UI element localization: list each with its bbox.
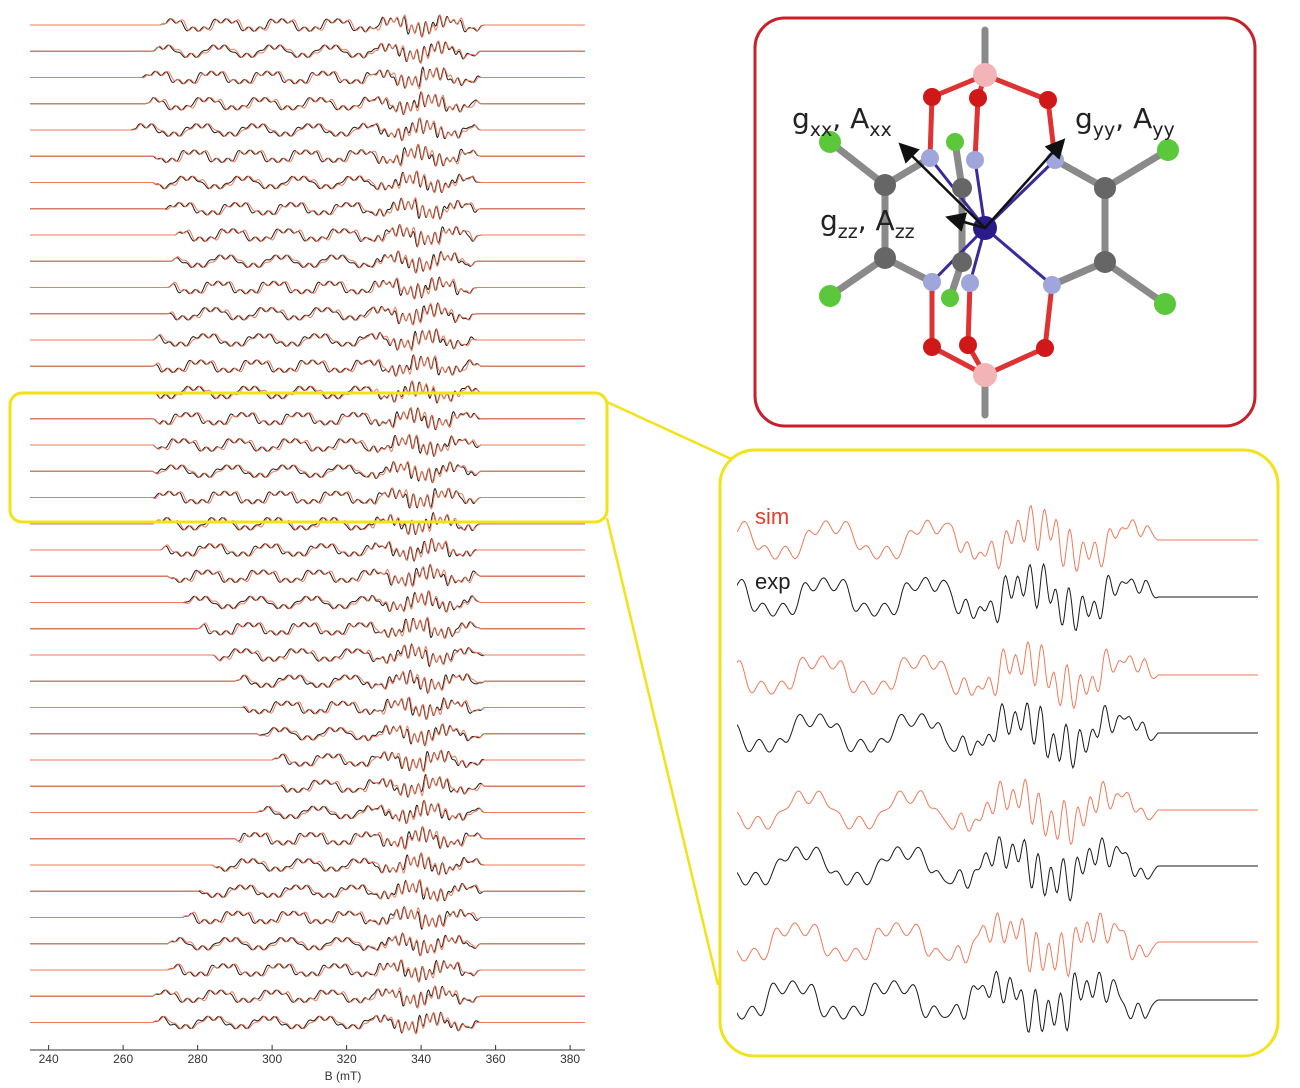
exp-trace xyxy=(30,487,585,509)
zoom-sim-trace xyxy=(737,505,1258,572)
sim-trace xyxy=(30,775,585,798)
sim-trace xyxy=(30,14,585,38)
exp-trace xyxy=(30,932,585,957)
exp-trace xyxy=(30,250,585,274)
sim-trace xyxy=(30,852,585,876)
exp-trace xyxy=(30,985,585,1009)
exp-trace xyxy=(30,852,585,875)
sim-trace xyxy=(30,224,585,248)
sim-trace xyxy=(30,696,585,720)
sim-trace xyxy=(30,143,585,167)
sim-trace xyxy=(30,644,585,666)
exp-trace xyxy=(30,224,585,248)
sim-trace xyxy=(30,670,585,694)
x-tick-label: 340 xyxy=(411,1052,431,1066)
exp-trace xyxy=(30,41,585,64)
x-axis-label: B (mT) xyxy=(325,1069,362,1083)
sim-trace xyxy=(30,40,585,65)
molecule xyxy=(819,26,1179,419)
x-tick-label: 380 xyxy=(560,1052,580,1066)
sim-trace xyxy=(30,460,585,483)
sim-trace xyxy=(30,328,585,352)
gyy-label: gyy, Ayy xyxy=(1075,102,1175,141)
zoom-exp-trace xyxy=(737,702,1258,770)
zoom-sim-trace xyxy=(737,640,1258,710)
x-tick-label: 360 xyxy=(486,1052,506,1066)
sim-trace xyxy=(30,354,585,377)
exp-trace xyxy=(30,117,585,142)
sim-trace xyxy=(30,513,585,536)
sim-trace xyxy=(30,117,585,142)
zoom-exp-trace xyxy=(737,970,1258,1033)
gxx-label: gxx, Axx xyxy=(792,102,892,141)
exp-label: exp xyxy=(755,569,790,594)
connector xyxy=(605,517,720,986)
sim-trace xyxy=(30,959,585,983)
sim-trace xyxy=(30,826,585,850)
sim-trace xyxy=(30,749,585,773)
sim-trace xyxy=(30,590,585,613)
sim-trace xyxy=(30,564,585,588)
exp-trace xyxy=(30,590,585,613)
sim-trace xyxy=(30,433,585,457)
x-tick-label: 280 xyxy=(188,1052,208,1066)
exp-trace xyxy=(30,354,585,377)
exp-trace xyxy=(30,461,585,484)
molecule-panel xyxy=(753,16,1257,428)
exp-trace xyxy=(30,696,585,721)
sim-trace xyxy=(30,932,585,957)
sim-trace xyxy=(30,196,585,220)
zoom-sim-trace xyxy=(737,778,1258,845)
exp-trace xyxy=(30,170,585,193)
x-tick-label: 260 xyxy=(113,1052,133,1066)
connector xyxy=(606,400,741,465)
sim-trace xyxy=(30,487,585,510)
sim-trace xyxy=(30,799,585,824)
exp-trace xyxy=(30,879,585,902)
x-tick-label: 320 xyxy=(337,1052,357,1066)
highlight-box xyxy=(8,391,609,524)
exp-trace xyxy=(30,14,585,38)
exp-trace xyxy=(30,434,585,458)
sim-trace xyxy=(30,985,585,1009)
sim-label: sim xyxy=(755,504,789,529)
sim-trace xyxy=(30,878,585,903)
x-tick-label: 240 xyxy=(39,1052,59,1066)
exp-trace xyxy=(30,723,585,747)
sim-trace xyxy=(30,302,585,326)
gzz-label: gzz, Azz xyxy=(820,204,915,243)
zoom-exp-trace xyxy=(737,562,1258,632)
sim-trace xyxy=(30,616,585,640)
sim-trace xyxy=(30,170,585,194)
exp-trace xyxy=(30,750,585,772)
exp-trace xyxy=(30,959,585,983)
zoom-traces xyxy=(737,505,1258,1033)
sim-trace xyxy=(30,1011,585,1035)
sim-trace xyxy=(30,250,585,274)
exp-trace xyxy=(30,826,585,850)
sim-trace xyxy=(30,91,585,115)
exp-trace xyxy=(30,563,585,587)
sim-trace xyxy=(30,723,585,747)
zoom-exp-trace xyxy=(737,836,1258,902)
sim-trace xyxy=(30,538,585,562)
sim-trace xyxy=(30,277,585,301)
sim-trace xyxy=(30,906,585,929)
spectra-plot xyxy=(30,14,585,1035)
exp-trace xyxy=(30,143,585,167)
sim-trace xyxy=(30,406,585,430)
x-tick-label: 300 xyxy=(262,1052,282,1066)
zoom-sim-trace xyxy=(737,912,1258,978)
sim-trace xyxy=(30,66,585,90)
exp-trace xyxy=(30,617,585,639)
zoom-panel xyxy=(718,448,1280,1058)
